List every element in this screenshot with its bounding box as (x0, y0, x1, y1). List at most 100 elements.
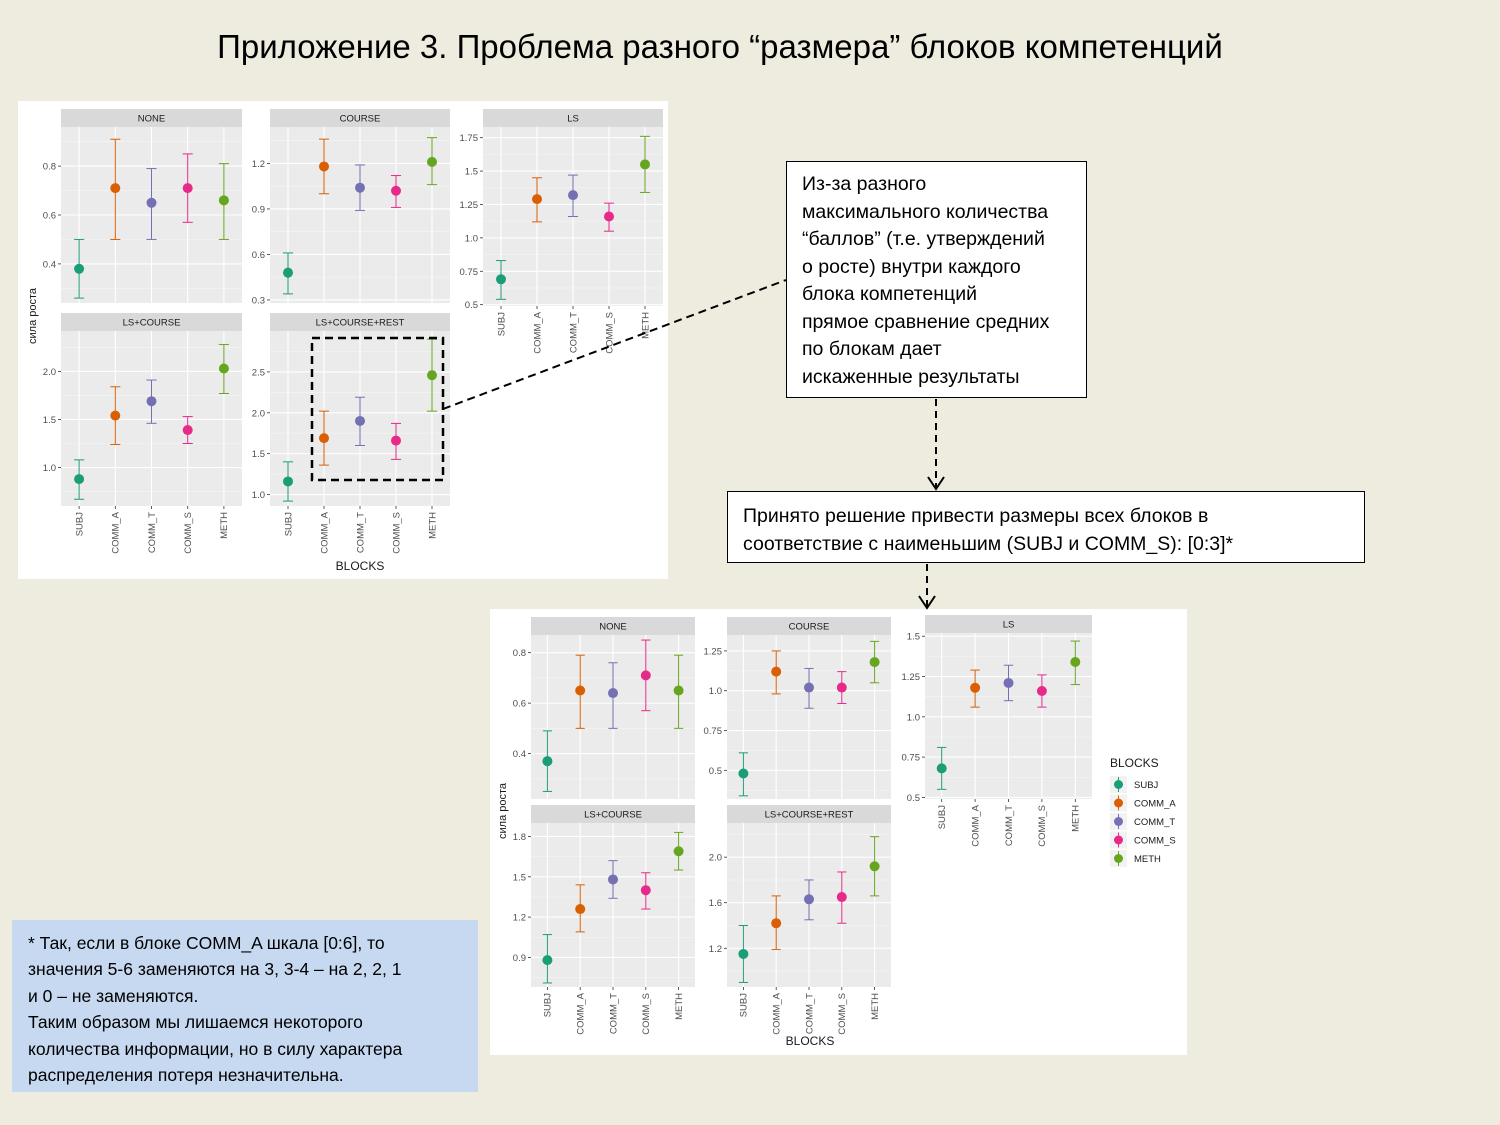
point-meth (673, 846, 684, 857)
panel-ls-course-rest: LS+COURSE+REST 1.0 1.5 2.0 2.5 SUBJ COMM_A COMM… (252, 313, 450, 554)
y-tick-label: 1.5 (252, 449, 265, 460)
panel-strip (727, 805, 891, 823)
point-subj (542, 756, 553, 767)
legend-item-subj: SUBJ (1110, 776, 1159, 793)
y-tick-label: 0.5 (709, 766, 722, 777)
legend-label: COMM_T (1134, 817, 1175, 828)
point-meth (869, 861, 880, 872)
legend-key-dot (1114, 835, 1123, 845)
point-meth (218, 195, 229, 206)
y-tick-label: 1.0 (252, 490, 265, 501)
y-tick-label: 0.75 (704, 726, 723, 737)
y-tick-label: 1.5 (43, 415, 56, 426)
y-tick-label: 0.4 (513, 749, 526, 760)
x-tick-label: COMM_A (772, 992, 783, 1034)
panel-title: LS (567, 114, 579, 125)
y-tick-label: 0.6 (252, 250, 265, 261)
point-comm-t (355, 415, 365, 426)
panel-strip (531, 617, 695, 635)
rescaled-blocks-figure: NONE 0.4 0.6 0.8 COURSE 0.5 0.75 1.0 1.25 LS 0.5 0.… (490, 609, 1187, 1055)
point-comm-a (771, 666, 782, 677)
point-comm-t (804, 894, 814, 905)
legend-key-dot (1114, 780, 1123, 789)
legend-label: SUBJ (1134, 780, 1159, 791)
slide-title: Приложение 3. Проблема разного “размера”… (217, 28, 1223, 65)
panel-title: COURSE (340, 114, 381, 125)
panel-course: COURSE 0.3 0.6 0.9 1.2 (252, 109, 450, 306)
point-comm-a (532, 194, 542, 205)
point-comm-s (1036, 686, 1047, 697)
panel-course: COURSE 0.5 0.75 1.0 1.25 (704, 617, 891, 799)
panel-strip (483, 109, 663, 127)
y-tick-label: 0.4 (43, 259, 56, 270)
legend-item-meth: METH (1110, 850, 1161, 867)
legend: BLOCKS SUBJ COMM_A COMM_T COMM_S METH (1110, 756, 1176, 867)
panel-title: LS+COURSE (123, 318, 181, 329)
arrow-head-1 (927, 476, 945, 491)
y-tick-label: 2.0 (252, 408, 265, 419)
panel-ls: LS 0.5 0.75 1.0 1.25 1.5 1.75 SUBJ COMM_A COMM_T C… (460, 109, 663, 354)
panel-ls-course-rest: LS+COURSE+REST 1.2 1.6 2.0 SUBJ COMM_A COMM_T C… (709, 805, 891, 1035)
y-axis-title: сила роста (27, 287, 39, 344)
original-blocks-figure: NONE 0.4 0.6 0.8 COURSE 0.3 0.6 0.9 1.2 LS 0.5 0.75… (18, 101, 668, 579)
x-axis-title: BLOCKS (336, 559, 385, 573)
point-comm-a (319, 433, 329, 444)
panel-title: LS+COURSE+REST (765, 810, 854, 821)
y-tick-label: 0.6 (513, 699, 526, 710)
panel-none: NONE 0.4 0.6 0.8 (513, 617, 695, 799)
point-comm-a (970, 682, 981, 693)
point-comm-s (836, 682, 847, 693)
point-comm-t (608, 688, 618, 699)
panel-ls: LS 0.5 0.75 1.0 1.25 1.5 SUBJ COMM_A COMM_T COMM_… (902, 615, 1092, 847)
y-tick-label: 1.6 (709, 898, 722, 909)
y-tick-label: 2.0 (43, 367, 56, 378)
y-tick-label: 0.75 (902, 753, 921, 764)
x-tick-label: COMM_S (604, 312, 615, 354)
point-comm-a (110, 183, 121, 194)
point-subj (542, 955, 553, 966)
point-meth (640, 159, 650, 170)
legend-key-dot (1114, 817, 1123, 826)
y-tick-label: 0.9 (513, 953, 526, 964)
point-comm-s (391, 435, 401, 446)
point-comm-a (771, 918, 782, 929)
y-tick-label: 0.75 (460, 267, 479, 278)
x-tick-label: SUBJ (937, 805, 948, 830)
point-subj (738, 768, 749, 779)
legend-item-comm-s: COMM_S (1110, 831, 1176, 849)
point-comm-a (319, 161, 329, 172)
panel-strip (727, 617, 891, 635)
point-subj (283, 476, 293, 487)
point-meth (1070, 657, 1081, 668)
x-tick-label: SUBJ (543, 993, 554, 1018)
x-tick-label: SUBJ (739, 993, 750, 1018)
panel-title: NONE (599, 622, 626, 633)
y-tick-label: 1.0 (465, 233, 478, 244)
point-subj (496, 274, 506, 285)
x-tick-label: COMM_T (568, 312, 579, 353)
x-tick-label: SUBJ (74, 512, 85, 537)
point-comm-t (804, 682, 814, 693)
y-tick-label: 2.5 (252, 367, 265, 378)
legend-title: BLOCKS (1110, 756, 1159, 770)
panel-strip (61, 313, 242, 331)
y-tick-label: 1.5 (907, 632, 920, 643)
point-meth (427, 156, 437, 167)
x-tick-label: METH (870, 993, 881, 1020)
panel-title: LS+COURSE (584, 810, 642, 821)
point-comm-t (146, 197, 157, 208)
y-tick-label: 0.8 (43, 162, 56, 173)
y-tick-label: 1.2 (513, 913, 526, 924)
x-tick-label: COMM_S (391, 512, 402, 554)
y-tick-label: 1.0 (709, 686, 722, 697)
point-meth (673, 685, 684, 696)
panel-title: COURSE (789, 622, 830, 633)
panel-title: LS+COURSE+REST (316, 318, 405, 329)
x-tick-label: COMM_S (641, 993, 652, 1035)
x-tick-label: METH (219, 512, 230, 539)
y-tick-label: 1.5 (465, 167, 478, 178)
legend-item-comm-t: COMM_T (1110, 813, 1175, 830)
point-comm-s (836, 892, 847, 903)
legend-label: METH (1134, 854, 1161, 865)
panel-ls-course: LS+COURSE 0.9 1.2 1.5 1.8 SUBJ COMM_A COMM_T COM… (513, 805, 695, 1035)
